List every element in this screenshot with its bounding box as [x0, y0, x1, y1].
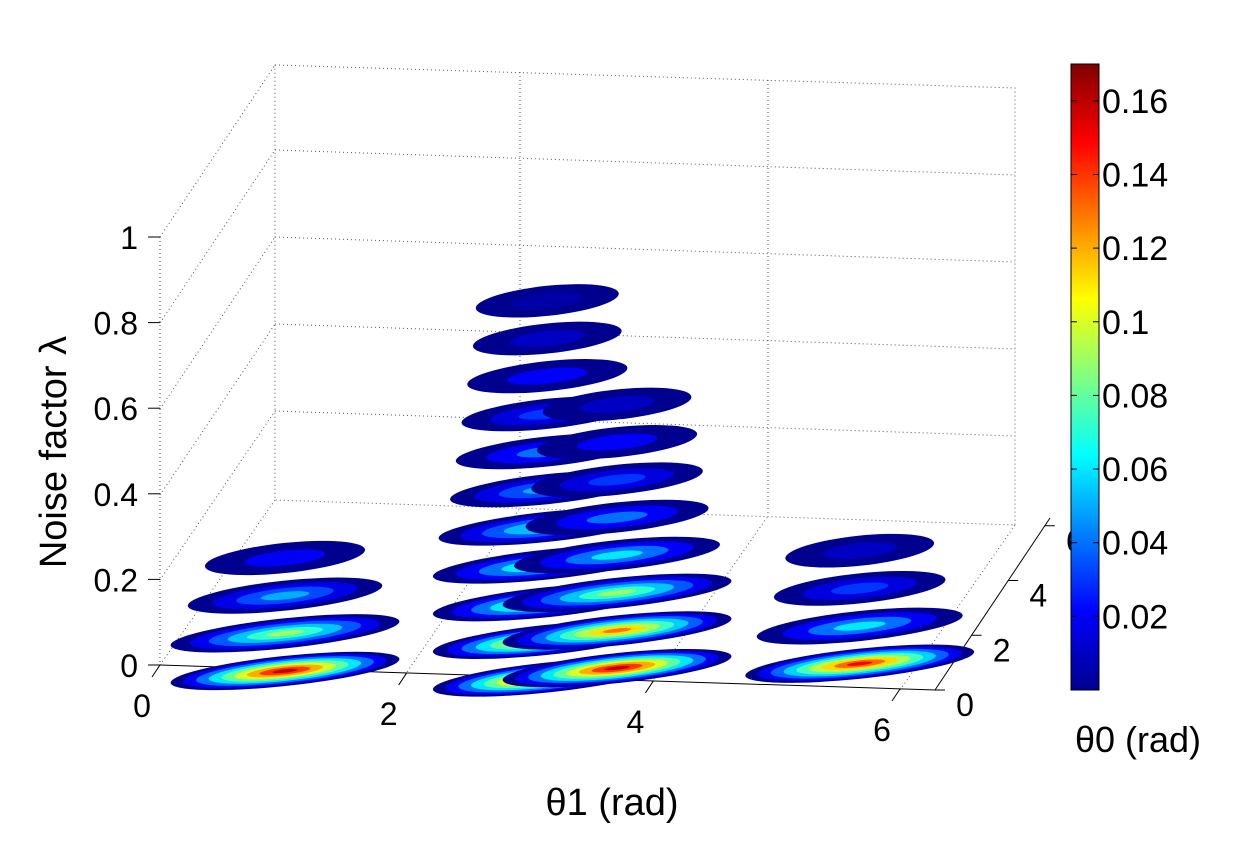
- left-grid-line: [159, 323, 276, 496]
- y-tick-label: 0.8: [94, 306, 138, 342]
- back-wall-outline: [274, 64, 1016, 526]
- colorbar-tick-label: 0.16: [1102, 83, 1168, 121]
- contour-band: [591, 550, 643, 560]
- contour-band: [510, 330, 585, 347]
- colorbar-tick-label: 0.12: [1102, 230, 1168, 268]
- floor-grid-line: [651, 515, 769, 683]
- colorbar-ticks: 0.02 0.04 0.06 0.08 0.1 0.12 0.14 0.16: [1071, 83, 1168, 636]
- contour-band: [831, 582, 889, 595]
- contour-band: [507, 367, 588, 385]
- contour-band: [579, 396, 655, 413]
- y-tick-label: 0.4: [94, 477, 138, 513]
- y-tick-label: 0: [120, 648, 138, 684]
- contour-band: [604, 666, 630, 671]
- y-tick-label: 0.2: [94, 562, 138, 598]
- left-grid-line: [159, 499, 276, 666]
- contour-band: [577, 433, 658, 451]
- floor-grid-line: [899, 524, 1016, 691]
- x-tick-label: 2: [380, 696, 398, 732]
- depth-tick-label: 2: [993, 632, 1011, 668]
- contour-band: [597, 589, 637, 596]
- colorbar-label: θ0 (rad): [1075, 719, 1201, 760]
- contour-band: [602, 628, 632, 633]
- contour-band: [847, 661, 873, 666]
- x-tick-mark: [151, 664, 161, 678]
- y-tick-label: 1: [120, 220, 138, 256]
- left-grid-line: [159, 149, 276, 324]
- colorbar-tick-label: 0.14: [1102, 156, 1168, 194]
- left-grid-line: [159, 64, 276, 238]
- x-tick-label: 4: [626, 704, 644, 740]
- x-tick-mark: [398, 672, 408, 686]
- left-grid-line: [159, 236, 276, 410]
- y-tick-label: 0.6: [94, 391, 138, 427]
- back-grid-line: [274, 236, 1016, 263]
- x-tick-mark: [644, 680, 654, 694]
- x-axis-label: θ1 (rad): [545, 782, 678, 824]
- contour-band: [265, 630, 305, 637]
- colorbar-tick-label: 0.04: [1102, 525, 1168, 563]
- contour-band: [244, 549, 326, 567]
- colorbar-tick-label: 0.1: [1102, 304, 1149, 342]
- contour-band: [588, 474, 646, 486]
- contour-band: [511, 292, 584, 310]
- x-tick-label: 6: [873, 712, 891, 748]
- y-axis-label: Noise factor λ: [33, 336, 75, 568]
- contour-band: [586, 511, 648, 524]
- depth-tick-label: 4: [1029, 578, 1047, 614]
- contour-band: [822, 542, 897, 560]
- x-tick-label: 0: [133, 688, 151, 724]
- contour-band: [833, 621, 886, 631]
- contour-band: [260, 591, 310, 601]
- back-grid-line: [274, 149, 1016, 176]
- colorbar: 0.02 0.04 0.06 0.08 0.1 0.12 0.14 0.16: [1070, 63, 1168, 691]
- depth-tick-label: 0: [956, 687, 974, 723]
- contour-layer: [170, 284, 975, 697]
- back-grid-line: [274, 323, 1016, 350]
- colorbar-tick-label: 0.02: [1102, 598, 1168, 636]
- colorbar-tick-label: 0.06: [1102, 451, 1168, 489]
- contour-band: [272, 668, 298, 674]
- tick-layer: 00.20.40.60.8102460246: [94, 220, 1084, 748]
- colorbar-fill: [1070, 63, 1100, 691]
- x-tick-mark: [891, 688, 901, 702]
- colorbar-tick-label: 0.08: [1102, 377, 1168, 415]
